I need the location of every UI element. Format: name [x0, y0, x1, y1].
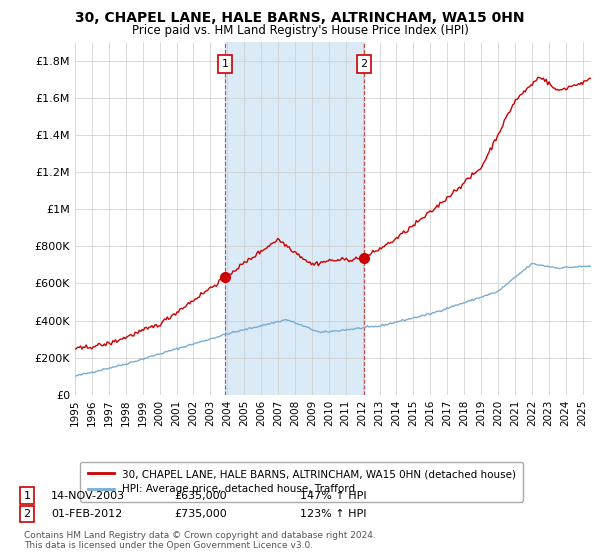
Text: 01-FEB-2012: 01-FEB-2012 [51, 509, 122, 519]
Text: 30, CHAPEL LANE, HALE BARNS, ALTRINCHAM, WA15 0HN: 30, CHAPEL LANE, HALE BARNS, ALTRINCHAM,… [75, 11, 525, 25]
Text: 1: 1 [23, 491, 31, 501]
Text: 2: 2 [361, 59, 368, 69]
Text: 123% ↑ HPI: 123% ↑ HPI [300, 509, 367, 519]
Text: £735,000: £735,000 [174, 509, 227, 519]
Text: £635,000: £635,000 [174, 491, 227, 501]
Text: 1: 1 [221, 59, 229, 69]
Text: 2: 2 [23, 509, 31, 519]
Text: 14-NOV-2003: 14-NOV-2003 [51, 491, 125, 501]
Text: 147% ↑ HPI: 147% ↑ HPI [300, 491, 367, 501]
Bar [225, 42, 364, 395]
Text: Price paid vs. HM Land Registry's House Price Index (HPI): Price paid vs. HM Land Registry's House … [131, 24, 469, 36]
Legend: 30, CHAPEL LANE, HALE BARNS, ALTRINCHAM, WA15 0HN (detached house), HPI: Average: 30, CHAPEL LANE, HALE BARNS, ALTRINCHAM,… [80, 462, 523, 502]
Text: Contains HM Land Registry data © Crown copyright and database right 2024.
This d: Contains HM Land Registry data © Crown c… [24, 530, 376, 550]
